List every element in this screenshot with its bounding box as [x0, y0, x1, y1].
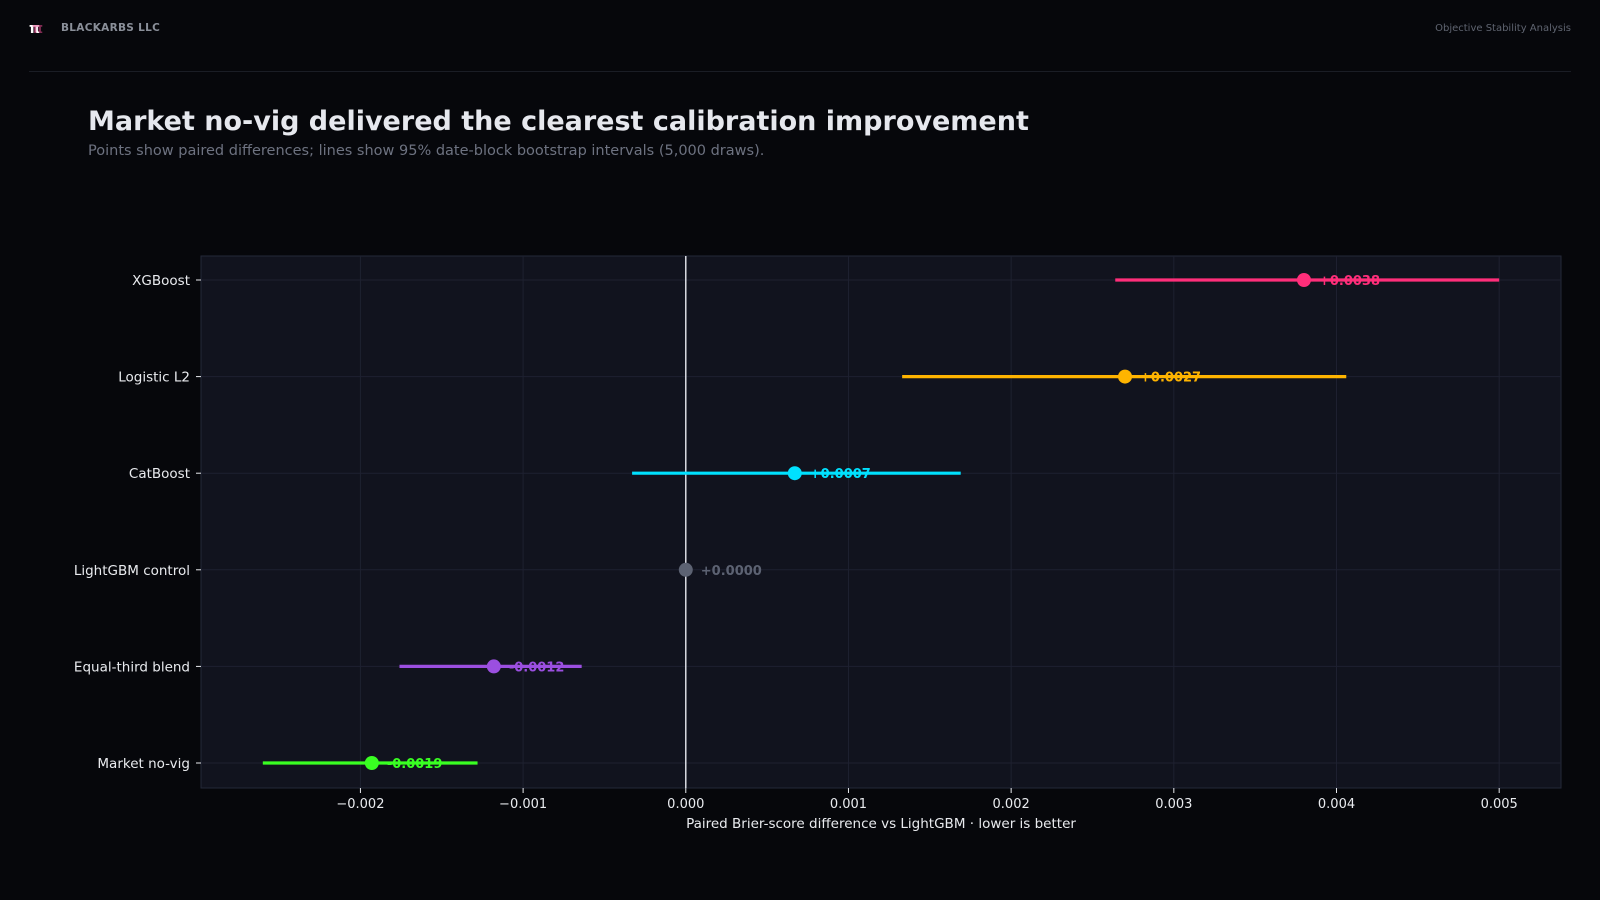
data-label: +0.0027: [1140, 371, 1201, 386]
data-label: +0.0000: [701, 564, 762, 579]
x-tick-label: 0.004: [1318, 797, 1355, 812]
category-label: XGBoost: [132, 273, 190, 289]
x-tick-label: −0.002: [336, 797, 384, 812]
category-label: Logistic L2: [118, 370, 190, 386]
x-tick-label: 0.003: [1155, 797, 1192, 812]
data-label: +0.0038: [1319, 274, 1380, 289]
category-label: Market no-vig: [97, 756, 190, 772]
x-tick-label: 0.000: [667, 797, 704, 812]
chart-title: Market no-vig delivered the clearest cal…: [88, 106, 1029, 137]
pi-logo-glyph: π: [29, 21, 41, 37]
header-divider: [29, 71, 1571, 72]
pi-logo-accent: π: [32, 21, 44, 37]
company-name: BLACKARBS LLC: [61, 22, 161, 34]
data-label: -0.0012: [509, 660, 565, 675]
x-axis-label: Paired Brier-score difference vs LightGB…: [686, 816, 1076, 832]
x-tick-label: −0.001: [499, 797, 547, 812]
brand-logo: π π: [29, 21, 45, 37]
x-tick-label: 0.001: [830, 797, 867, 812]
category-label: Equal-third blend: [74, 659, 190, 675]
point-estimate: [787, 466, 802, 481]
point-estimate: [678, 562, 693, 577]
x-tick-label: 0.002: [993, 797, 1030, 812]
point-estimate: [1118, 369, 1133, 384]
point-estimate: [1296, 273, 1311, 287]
chart-subtitle: Points show paired differences; lines sh…: [88, 143, 765, 159]
point-estimate: [486, 659, 501, 674]
x-tick-label: 0.005: [1481, 797, 1518, 812]
data-label: +0.0007: [810, 467, 871, 482]
plot-area: [200, 255, 1562, 789]
point-estimate: [364, 756, 379, 770]
data-label: -0.0019: [387, 757, 443, 772]
report-name: Objective Stability Analysis: [1435, 23, 1571, 34]
category-label: LightGBM control: [74, 563, 190, 579]
category-label: CatBoost: [129, 466, 190, 482]
